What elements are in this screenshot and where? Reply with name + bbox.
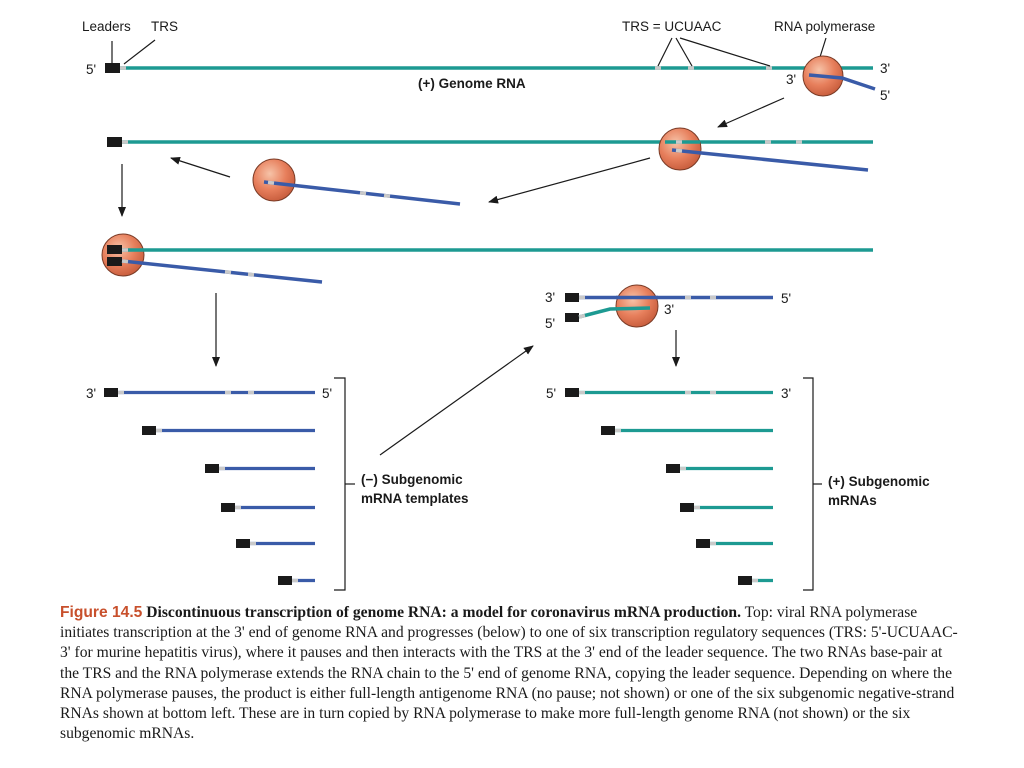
trs-label: TRS (151, 19, 178, 34)
figure-caption: Figure 14.5 Discontinuous transcription … (60, 603, 960, 744)
neg-group-bracket (334, 377, 346, 591)
neg-subgenomic-label-line2: mRNA templates (361, 491, 469, 506)
leader-block (680, 503, 694, 512)
leader-block (107, 245, 122, 254)
pos-group-bracket (803, 377, 814, 591)
pos-3prime-label: 3' (781, 386, 791, 401)
trs-seq-pointer (679, 37, 771, 67)
template-5prime-label: 5' (781, 291, 791, 306)
rna-polymerase (615, 284, 659, 328)
trs-mark (267, 180, 275, 185)
leader-copy-block (236, 539, 250, 548)
pos-subgenomic-label-line1: (+) Subgenomic (828, 474, 930, 489)
nascent-3prime-label: 3' (664, 302, 674, 317)
trs-seq-pointer (675, 37, 693, 67)
rna-polymerase (101, 233, 145, 277)
leader-block (696, 539, 710, 548)
figure-number: Figure 14.5 (60, 604, 143, 621)
neg-subgenomic-label-line1: (−) Subgenomic (361, 472, 463, 487)
flow-arrow (717, 97, 785, 128)
trs-mark (383, 193, 391, 198)
leader-copy-block (565, 293, 579, 302)
leader-block (565, 313, 579, 322)
nascent-5prime-label: 5' (880, 88, 890, 103)
leader-copy-block (104, 388, 118, 397)
leader-block (105, 63, 120, 73)
neg-3prime-label: 3' (86, 386, 96, 401)
pos-subgenomic-label-line2: mRNAs (828, 493, 877, 508)
trs-mark (359, 191, 367, 196)
leader-copy-block (107, 257, 122, 266)
flow-arrow (488, 157, 651, 204)
leader-copy-block (221, 503, 235, 512)
genome-rna-label: (+) Genome RNA (418, 76, 526, 91)
nascent-negative-strand (671, 148, 869, 172)
figure-caption-body: Top: viral RNA polymerase initiates tran… (60, 604, 958, 743)
trs-mark (247, 272, 255, 277)
trs-mark (224, 270, 232, 275)
trs-seq-pointer (657, 37, 673, 67)
polymerase-3prime-label: 3' (786, 72, 796, 87)
figure-title: Discontinuous transcription of genome RN… (146, 604, 741, 621)
leader-block (565, 388, 579, 397)
trs-mark (578, 313, 586, 319)
trs-pointer (123, 39, 156, 65)
neg-5prime-label: 5' (322, 386, 332, 401)
rna-polymerase-label: RNA polymerase (774, 19, 875, 34)
rna-polymerase (658, 127, 702, 171)
nascent-positive-strand (578, 306, 651, 319)
trs-mark (675, 148, 683, 153)
leader-copy-block (142, 426, 156, 435)
polymerase-pointer (819, 37, 827, 58)
pos-5prime-label: 5' (546, 386, 556, 401)
rna-polymerase (252, 158, 296, 202)
genome-5prime-label: 5' (86, 62, 96, 77)
leader-block (666, 464, 680, 473)
flow-arrow (170, 156, 231, 178)
trs-mark (121, 259, 129, 264)
leader-block (601, 426, 615, 435)
genome-3prime-label: 3' (880, 61, 890, 76)
leaders-label: Leaders (82, 19, 131, 34)
leader-block (107, 137, 122, 147)
leader-copy-block (278, 576, 292, 585)
leader-copy-block (205, 464, 219, 473)
antisense-strand (121, 259, 323, 284)
nascent-negative-strand (808, 73, 876, 91)
trs-sequence-label: TRS = UCUAAC (622, 19, 722, 34)
template-3prime-label: 3' (545, 290, 555, 305)
nascent-5prime-label: 5' (545, 316, 555, 331)
flow-arrow (379, 345, 534, 456)
leader-block (738, 576, 752, 585)
